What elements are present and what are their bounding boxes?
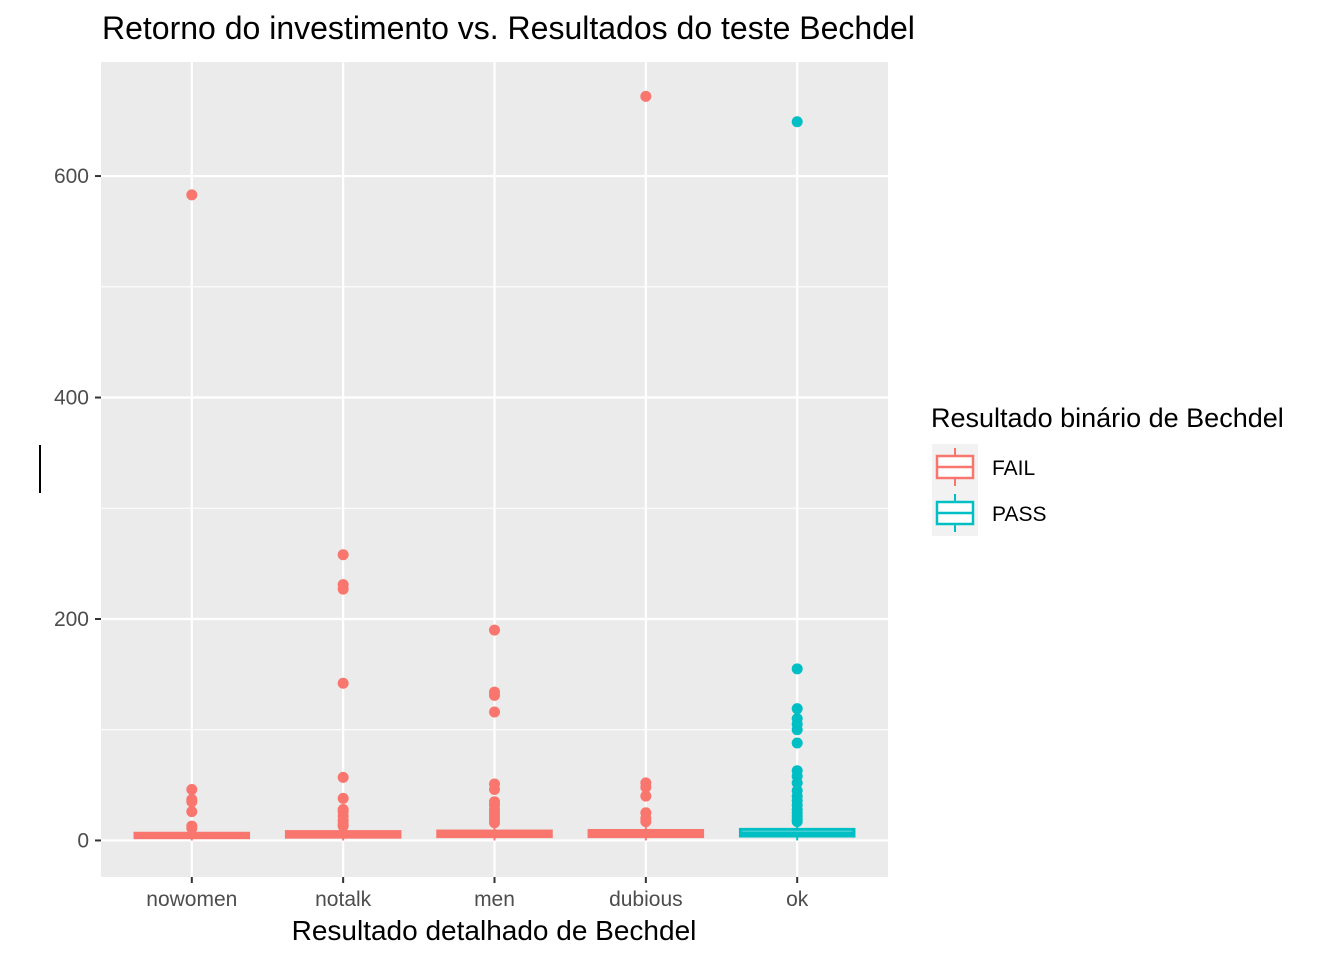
x-tick-label: ok (786, 888, 809, 911)
outlier-point (337, 771, 349, 783)
x-tick-label: nowomen (146, 888, 237, 911)
legend-label: PASS (992, 503, 1046, 526)
outlier-point (489, 706, 500, 718)
y-tick-label: 200 (54, 608, 89, 631)
outlier-point (337, 549, 349, 561)
x-axis-title: Resultado detalhado de Bechdel (292, 915, 697, 946)
outlier-point (791, 816, 803, 828)
legend-entry-fail: FAIL (932, 444, 1035, 490)
outlier-point (791, 116, 803, 128)
chart-title: Retorno do investimento vs. Resultados d… (102, 10, 915, 46)
outlier-point (640, 816, 652, 828)
outlier-point (640, 781, 652, 793)
outlier-point (640, 90, 652, 102)
outlier-point (186, 784, 198, 796)
legend-title: Resultado binário de Bechdel (931, 403, 1284, 433)
outlier-point (186, 806, 198, 818)
x-tick-label: notalk (315, 888, 372, 911)
outlier-point (791, 737, 803, 749)
legend-label: FAIL (992, 457, 1035, 480)
legend: Resultado binário de Bechdel FAIL PASS (931, 403, 1284, 536)
outlier-point (489, 624, 500, 636)
outlier-point (337, 677, 349, 689)
outliers-layer (186, 90, 803, 834)
outlier-point (791, 663, 803, 675)
y-tick-label: 600 (54, 165, 89, 188)
outlier-point (186, 822, 198, 834)
y-tick-label: 400 (54, 387, 89, 410)
outlier-point (489, 817, 500, 829)
y-axis: 0 200 400 600 (54, 165, 101, 852)
outlier-point (337, 792, 349, 804)
legend-entry-pass: PASS (932, 490, 1046, 536)
outlier-point (489, 689, 500, 701)
outlier-point (186, 189, 198, 201)
x-tick-label: men (474, 888, 515, 911)
x-axis: nowomen notalk men dubious ok (146, 877, 809, 911)
outlier-point (186, 796, 198, 808)
outlier-point (489, 784, 500, 796)
outlier-point (791, 703, 803, 715)
outlier-point (337, 820, 349, 832)
outlier-point (337, 583, 349, 595)
y-tick-label: 0 (77, 829, 89, 852)
outlier-point (791, 724, 803, 736)
x-tick-label: dubious (609, 888, 683, 911)
outlier-point (791, 777, 803, 789)
outlier-point (640, 790, 652, 802)
